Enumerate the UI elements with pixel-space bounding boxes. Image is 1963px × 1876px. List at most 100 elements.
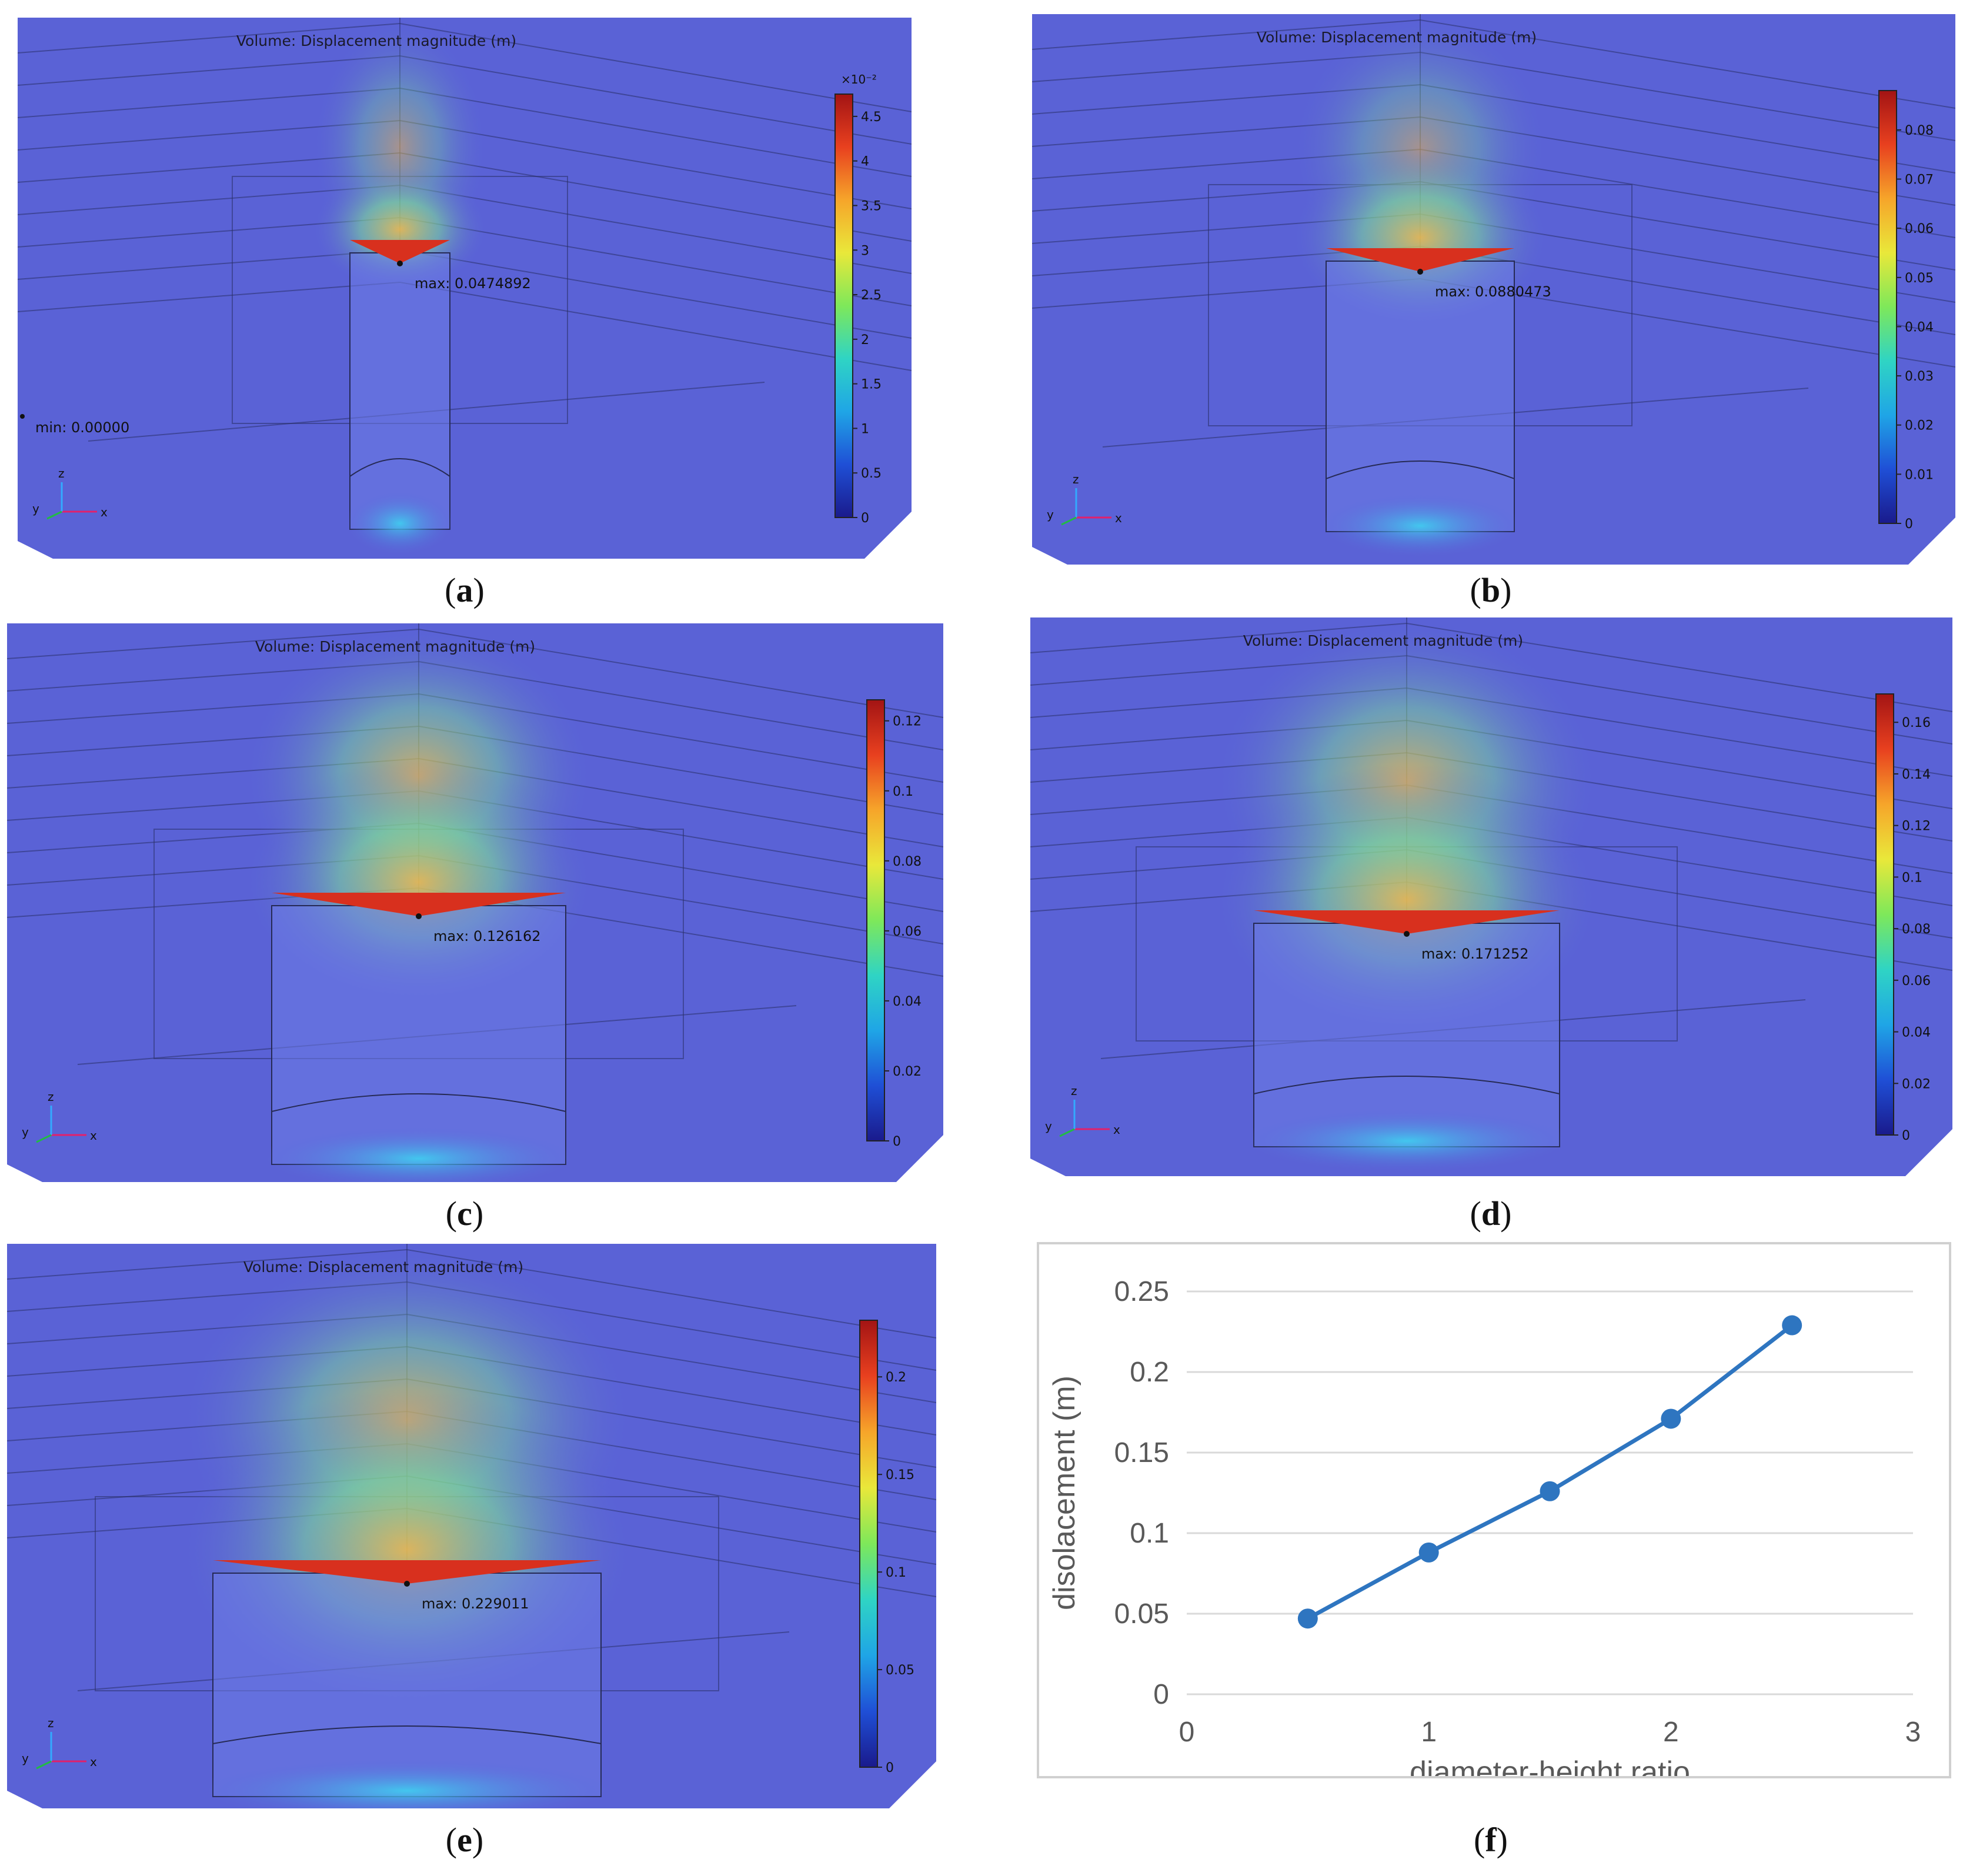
x-axis-title: diameter-height ratio xyxy=(1410,1755,1690,1776)
y-tick-label: 0.15 xyxy=(1114,1437,1169,1468)
simulation-render: Volume: Displacement magnitude (m) max: 0… xyxy=(18,18,912,559)
y-tick-label: 0.25 xyxy=(1114,1276,1169,1307)
plot-title: Volume: Displacement magnitude (m) xyxy=(243,1259,523,1276)
y-tick-label: 0 xyxy=(1153,1679,1169,1710)
color-bar-tick-label: 0.01 xyxy=(1905,468,1934,482)
min-label: min: 0.00000 xyxy=(35,419,129,436)
z-axis-label: z xyxy=(1071,1084,1077,1098)
z-axis-label: z xyxy=(48,1716,54,1730)
y-axis-label: y xyxy=(1047,508,1054,522)
axis-triad xyxy=(46,482,97,520)
caption-e: (e) xyxy=(445,1821,484,1859)
data-point xyxy=(1661,1408,1681,1429)
color-bar-tick-label: 0.08 xyxy=(893,854,922,869)
min-marker xyxy=(20,414,25,419)
caption-d: (d) xyxy=(1470,1194,1512,1233)
color-bar-tick-label: 0.08 xyxy=(1902,922,1931,937)
color-bar xyxy=(1878,90,1897,524)
color-bar-tick-label: 4 xyxy=(861,155,869,169)
max-label: max: 0.229011 xyxy=(422,1595,529,1612)
data-point xyxy=(1782,1315,1802,1336)
plot-title: Volume: Displacement magnitude (m) xyxy=(255,638,535,655)
plot-title: Volume: Displacement magnitude (m) xyxy=(1257,29,1537,46)
plot-title: Volume: Displacement magnitude (m) xyxy=(1243,632,1523,649)
footing-top-surface xyxy=(1254,910,1560,934)
color-bar-tick-label: 0.06 xyxy=(1905,222,1934,236)
color-bar-tick-label: 0.04 xyxy=(1905,320,1934,335)
footing-base-glow xyxy=(1317,493,1524,558)
color-bar-tick-label: 0 xyxy=(893,1134,901,1149)
color-bar-tick-label: 2 xyxy=(861,333,869,348)
color-bar-tick-label: 0 xyxy=(1905,517,1913,532)
max-label: max: 0.171252 xyxy=(1421,946,1529,962)
z-axis-label: z xyxy=(1073,472,1079,486)
max-marker xyxy=(1404,931,1410,937)
color-bar-tick-label: 0.16 xyxy=(1902,716,1931,730)
color-bar-tick-label: 0.02 xyxy=(1905,419,1934,433)
color-bar-tick-label: 0.06 xyxy=(1902,974,1931,989)
y-axis-arrow xyxy=(46,510,62,520)
color-bar-tick-label: 0.05 xyxy=(1905,271,1934,286)
x-tick-label: 0 xyxy=(1179,1717,1195,1748)
data-point xyxy=(1297,1608,1318,1629)
color-bar-tick-label: 0.08 xyxy=(1905,123,1934,138)
y-axis-title: disolacement (m) xyxy=(1047,1376,1081,1610)
x-tick-label: 2 xyxy=(1663,1717,1679,1748)
axis-triad xyxy=(36,1732,86,1770)
color-bar xyxy=(834,94,853,518)
footing-top-surface xyxy=(350,240,450,263)
panel-d: Volume: Displacement magnitude (m) max: 0… xyxy=(1030,617,1952,1176)
y-tick-label: 0.2 xyxy=(1130,1357,1169,1388)
y-axis-label: y xyxy=(22,1751,29,1765)
footing-cylinder xyxy=(349,252,450,530)
footing-cylinder xyxy=(1326,261,1515,532)
color-bar-tick-label: 0.14 xyxy=(1902,767,1931,782)
color-bar xyxy=(859,1320,878,1768)
color-bar-tick-label: 0.15 xyxy=(886,1468,914,1483)
panel-b: Volume: Displacement magnitude (m) max: 0… xyxy=(1032,14,1955,565)
color-bar-tick-label: 0.5 xyxy=(861,466,882,481)
color-bar-tick-label: 4.5 xyxy=(861,110,882,125)
color-bar-tick-label: 0.02 xyxy=(1902,1077,1931,1091)
z-axis-label: z xyxy=(58,466,65,480)
color-bar-tick-label: 0.02 xyxy=(893,1064,922,1079)
x-axis-label: x xyxy=(1115,511,1122,525)
color-bar-tick-label: 0.04 xyxy=(1902,1026,1931,1040)
x-axis-label: x xyxy=(101,505,108,519)
color-bar-tick-label: 0.04 xyxy=(893,994,922,1009)
color-bar-tick-label: 0.1 xyxy=(886,1565,906,1580)
color-bar-tick-label: 0.1 xyxy=(1902,870,1922,885)
x-axis-label: x xyxy=(1113,1123,1120,1137)
caption-f: (f) xyxy=(1474,1821,1508,1859)
max-label: max: 0.126162 xyxy=(433,928,541,944)
max-label: max: 0.0474892 xyxy=(415,275,531,292)
simulation-render: Volume: Displacement magnitude (m) max: 0… xyxy=(7,623,943,1182)
y-axis-label: y xyxy=(32,502,39,516)
color-bar-tick-label: 0.12 xyxy=(1902,819,1931,834)
plot-title: Volume: Displacement magnitude (m) xyxy=(236,32,516,49)
footing-arc xyxy=(1253,1076,1560,1094)
axis-triad xyxy=(1059,1100,1110,1137)
footing-arc xyxy=(212,1725,602,1744)
color-bar-exponent: ×10⁻² xyxy=(841,72,877,86)
footing-base-glow xyxy=(345,491,455,556)
color-bar-tick-label: 1 xyxy=(861,422,869,436)
data-point xyxy=(1540,1481,1560,1501)
color-bar-tick-label: 0 xyxy=(1902,1129,1910,1143)
color-bar xyxy=(1875,693,1894,1136)
axis-triad xyxy=(1061,488,1111,526)
y-axis-label: y xyxy=(1045,1119,1052,1133)
panel-e: Volume: Displacement magnitude (m) max: 0… xyxy=(7,1244,936,1808)
simulation-render: Volume: Displacement magnitude (m) max: 0… xyxy=(1032,14,1955,565)
panel-c: Volume: Displacement magnitude (m) max: 0… xyxy=(7,623,943,1182)
x-tick-label: 1 xyxy=(1421,1717,1437,1748)
x-axis-label: x xyxy=(90,1755,97,1769)
color-bar-tick-label: 0.06 xyxy=(893,924,922,939)
color-bar-tick-label: 3.5 xyxy=(861,199,882,213)
footing-top-surface xyxy=(272,893,566,916)
color-bar-tick-label: 0 xyxy=(861,511,869,526)
y-axis-arrow xyxy=(1059,1128,1075,1137)
footing-cylinder xyxy=(271,905,566,1165)
x-tick-label: 3 xyxy=(1905,1717,1921,1748)
footing-arc xyxy=(349,458,450,477)
